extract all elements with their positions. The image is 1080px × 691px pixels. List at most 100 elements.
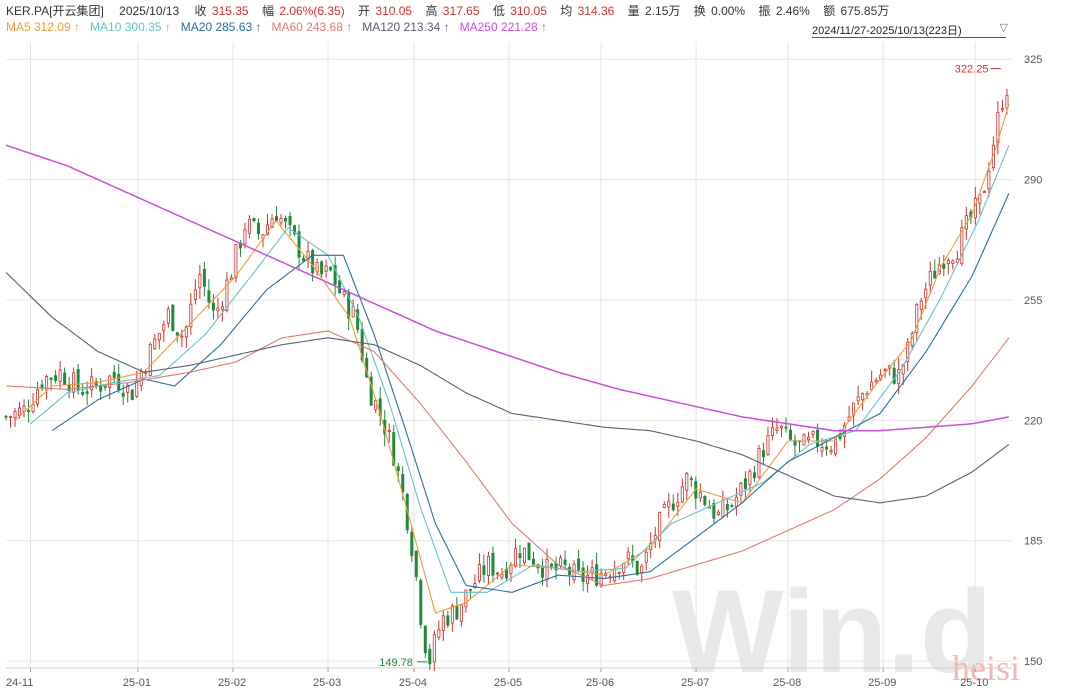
- close-value: 315.35: [211, 4, 249, 18]
- ma-line-ma60: [5, 330, 1010, 587]
- candle-body: [892, 367, 896, 384]
- candle-body: [581, 567, 585, 582]
- low-value: 310.05: [510, 4, 547, 18]
- candle-body: [275, 216, 279, 221]
- candle-body: [834, 438, 838, 455]
- candle-body: [662, 504, 666, 508]
- ma-legend-ma10: MA10 300.35 ↑: [90, 20, 171, 34]
- candle-body: [577, 558, 581, 571]
- candle-body: [4, 415, 8, 418]
- candle-body: [302, 258, 306, 262]
- candle-body: [820, 447, 824, 452]
- candle-body: [861, 393, 865, 401]
- candle-body: [617, 572, 621, 574]
- candle-body: [640, 565, 644, 574]
- candle-body: [680, 486, 684, 503]
- candle-body: [825, 446, 829, 450]
- candle-body: [924, 288, 928, 299]
- candle-body: [928, 270, 932, 286]
- date-range-select[interactable]: 2024/11/27-2025/10/13(223日) ▽: [812, 22, 1008, 38]
- vol-caption: 量: [627, 4, 640, 18]
- candle-body: [856, 396, 860, 402]
- candle-body: [121, 392, 125, 397]
- candle-body: [450, 605, 454, 624]
- candle-body: [500, 573, 504, 578]
- candle-body: [870, 381, 874, 390]
- candle-body: [423, 625, 427, 654]
- candle-body: [329, 266, 333, 271]
- close-caption: 收: [194, 4, 207, 18]
- candle-body: [437, 629, 441, 638]
- candle-body: [793, 439, 797, 446]
- candle-body: [225, 279, 229, 311]
- candle-body: [360, 328, 364, 361]
- candle-body: [946, 260, 950, 265]
- candle-body: [189, 303, 193, 328]
- turnover-caption: 换: [693, 4, 706, 18]
- candle-body: [410, 531, 414, 557]
- candle-body: [987, 171, 991, 190]
- candle-body: [716, 511, 720, 515]
- candle-body: [45, 376, 49, 391]
- candle-body: [162, 324, 166, 332]
- candle-body: [297, 231, 301, 258]
- candle-body: [807, 436, 811, 441]
- candle-body: [428, 649, 432, 665]
- candle-body: [689, 478, 693, 481]
- candle-body: [356, 309, 360, 330]
- candle-body: [522, 547, 526, 564]
- ma-legend-ma60: MA60 243.68 ↑: [271, 20, 353, 34]
- candle-body: [180, 335, 184, 338]
- candle-body: [779, 425, 783, 429]
- candle-body: [752, 472, 756, 479]
- candle-body: [27, 410, 31, 413]
- max-annotation: 322.25: [955, 64, 989, 76]
- candle-body: [915, 304, 919, 333]
- x-tick-label: 25-01: [123, 677, 151, 689]
- candle-body: [130, 389, 134, 401]
- y-tick-label: 220: [1024, 415, 1042, 427]
- candle-body: [202, 268, 206, 287]
- candle-body: [883, 368, 887, 371]
- candle-body: [392, 432, 396, 466]
- quote-info-bar: KER.PA[开云集团] 2025/10/13 收 315.35 幅 2.06%…: [6, 2, 1076, 20]
- ma-line-ma250: [5, 144, 1010, 432]
- candle-body: [635, 560, 639, 575]
- candle-body: [311, 250, 315, 274]
- y-tick-label: 185: [1024, 536, 1042, 548]
- candle-body: [369, 376, 373, 406]
- high-value: 317.65: [442, 4, 480, 18]
- candle-body: [1000, 108, 1004, 111]
- candle-body: [712, 503, 716, 519]
- turnover-value: 0.00%: [711, 4, 746, 18]
- candle-body: [63, 372, 67, 385]
- candle-body: [324, 265, 328, 272]
- x-tick-label: 25-05: [494, 677, 522, 689]
- candle-body: [252, 218, 256, 222]
- candle-body: [347, 292, 351, 319]
- candle-body: [676, 501, 680, 507]
- min-annotation: 149.78: [379, 657, 413, 669]
- candle-body: [320, 261, 324, 275]
- candle-body: [175, 332, 179, 336]
- candle-body: [559, 557, 563, 567]
- candle-body: [432, 634, 436, 663]
- candle-body: [788, 429, 792, 440]
- candle-body: [482, 565, 486, 575]
- amp-value: 2.46%: [775, 4, 810, 18]
- candle-body: [49, 377, 53, 380]
- candle-body: [667, 500, 671, 508]
- candle-body: [933, 270, 937, 279]
- candle-body: [31, 404, 35, 412]
- candle-body: [288, 216, 292, 226]
- candle-body: [477, 564, 481, 581]
- x-tick-label: 25-04: [399, 677, 427, 689]
- candle-body: [284, 217, 288, 222]
- candle-body: [148, 343, 152, 377]
- y-tick-label: 255: [1024, 295, 1042, 307]
- x-tick-label: 25-02: [218, 677, 246, 689]
- chevron-down-icon: ▽: [999, 22, 1008, 34]
- candle-body: [265, 224, 269, 235]
- candle-body: [770, 426, 774, 436]
